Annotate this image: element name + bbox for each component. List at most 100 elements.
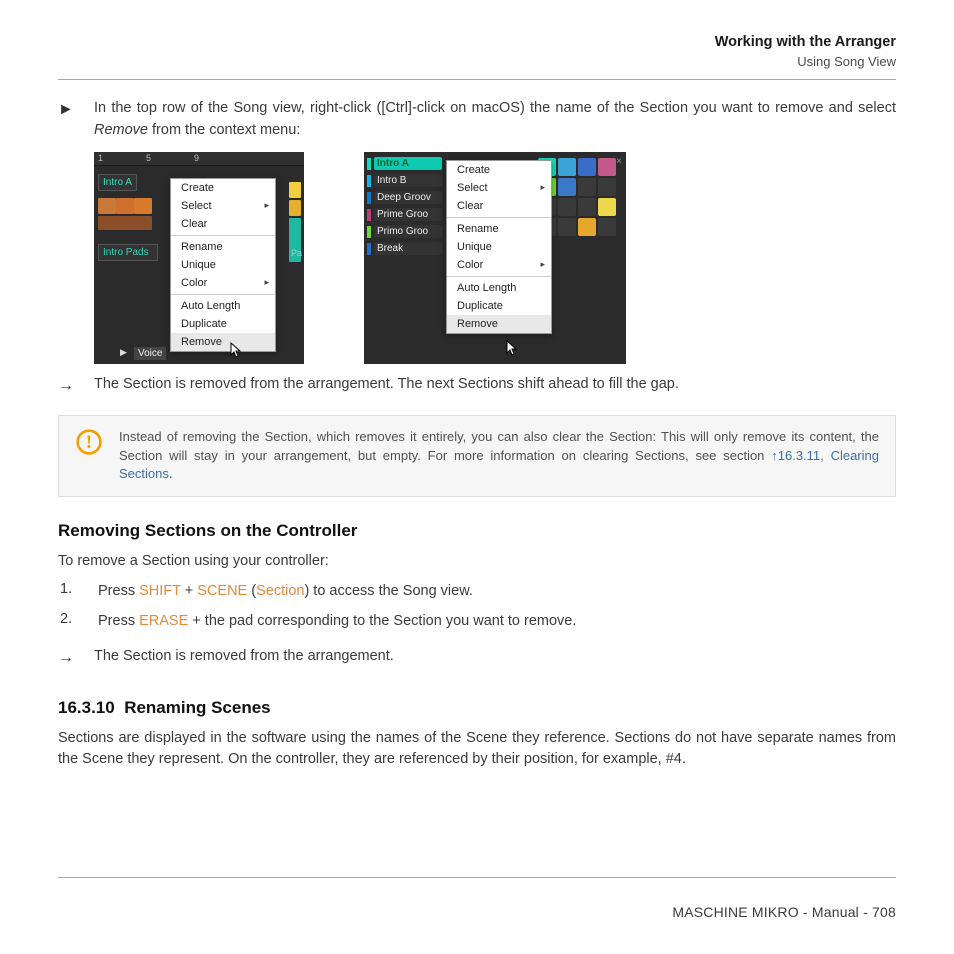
footer-mid: - Manual -	[799, 904, 872, 920]
scene-color-chip	[367, 209, 371, 221]
scene-name: Deep Groov	[374, 191, 442, 204]
step-number: 1.	[60, 581, 74, 603]
scene-row[interactable]: Intro A	[367, 156, 442, 172]
intro-text-a: In the top row of the Song view, right-c…	[94, 100, 896, 116]
svg-text:!: !	[86, 432, 92, 453]
play-indicator-icon: ▶	[120, 347, 127, 358]
ruler-mark: 9	[194, 153, 199, 163]
ordered-steps: 1. Press SHIFT + SCENE (Section) to acce…	[60, 581, 896, 633]
menu-item-color[interactable]: Color	[171, 274, 275, 292]
step-2: 2. Press ERASE + the pad corresponding t…	[60, 611, 896, 633]
pa-label: Pa	[291, 248, 302, 258]
scene-row[interactable]: Primo Groo	[367, 224, 442, 240]
note-text: Instead of removing the Section, which r…	[119, 428, 879, 485]
pad[interactable]	[578, 218, 596, 236]
screenshot-scene-list: × Intro AIntro BDeep GroovPrime GrooPrim…	[364, 152, 626, 364]
scene-color-chip	[367, 243, 371, 255]
result-text-2: The Section is removed from the arrangem…	[94, 646, 896, 669]
pad[interactable]	[578, 198, 596, 216]
scene-row[interactable]: Intro B	[367, 173, 442, 189]
menu-item-auto-length[interactable]: Auto Length	[447, 279, 551, 297]
scene-color-chip	[367, 175, 371, 187]
clip-block	[134, 198, 152, 214]
voice-label: Voice	[134, 347, 166, 360]
intro-text: In the top row of the Song view, right-c…	[94, 98, 896, 142]
cursor-icon	[230, 342, 244, 358]
menu-item-select[interactable]: Select	[447, 179, 551, 197]
step-1-text: Press SHIFT + SCENE (Section) to access …	[98, 581, 896, 603]
scene-row[interactable]: Prime Groo	[367, 207, 442, 223]
header-title: Working with the Arranger	[58, 34, 896, 50]
menu-item-create[interactable]: Create	[171, 179, 275, 197]
menu-item-color[interactable]: Color	[447, 256, 551, 274]
pad[interactable]	[558, 198, 576, 216]
note-text-a: Instead of removing the Section, which r…	[119, 429, 879, 463]
clip-block	[289, 200, 301, 216]
note-box: ! Instead of removing the Section, which…	[58, 415, 896, 498]
pad[interactable]	[598, 218, 616, 236]
ruler-mark: 1	[98, 153, 103, 163]
intro-text-em: Remove	[94, 122, 148, 138]
scene-color-chip	[367, 226, 371, 238]
timeline-ruler: 1 5 9	[94, 152, 304, 166]
note-text-b: .	[169, 466, 173, 481]
footer-product: MASCHINE MIKRO	[672, 904, 798, 920]
section-heading-controller: Removing Sections on the Controller	[58, 521, 896, 541]
step-number: 2.	[60, 611, 74, 633]
menu-item-remove[interactable]: Remove	[447, 315, 551, 333]
menu-item-unique[interactable]: Unique	[447, 238, 551, 256]
track-label-intro-a: Intro A	[98, 174, 137, 191]
menu-item-unique[interactable]: Unique	[171, 256, 275, 274]
menu-item-duplicate[interactable]: Duplicate	[171, 315, 275, 333]
context-menu[interactable]: CreateSelectClear RenameUniqueColor Auto L…	[446, 160, 552, 334]
clip-block	[116, 198, 134, 214]
scene-name: Intro B	[374, 174, 442, 187]
menu-item-create[interactable]: Create	[447, 161, 551, 179]
pad[interactable]	[598, 198, 616, 216]
footer-page: 708	[872, 904, 896, 920]
context-menu[interactable]: CreateSelectClear RenameUniqueColor Auto L…	[170, 178, 276, 352]
screenshot-row: 1 5 9 Intro A Intro Pads Pa ▶ Voice Create…	[94, 152, 896, 364]
menu-item-rename[interactable]: Rename	[171, 238, 275, 256]
menu-item-rename[interactable]: Rename	[447, 220, 551, 238]
pad[interactable]	[598, 178, 616, 196]
intro-text-b: from the context menu:	[148, 122, 300, 138]
scene-list: Intro A Intro B Deep Groov Prime Groo Primo …	[367, 156, 442, 258]
step-1: 1. Press SHIFT + SCENE (Section) to acce…	[60, 581, 896, 603]
menu-item-auto-length[interactable]: Auto Length	[171, 297, 275, 315]
scene-row[interactable]: Break	[367, 241, 442, 257]
page-header: Working with the Arranger Using Song Vie…	[58, 34, 896, 69]
scene-color-chip	[367, 158, 371, 170]
menu-item-clear[interactable]: Clear	[171, 215, 275, 233]
section-heading-renaming: 16.3.10 Renaming Scenes	[58, 698, 896, 718]
alert-icon: !	[75, 428, 103, 456]
scene-name: Intro A	[374, 157, 442, 170]
key-section: Section	[256, 583, 304, 599]
screenshot-song-view: 1 5 9 Intro A Intro Pads Pa ▶ Voice Create…	[94, 152, 304, 364]
track-label-intro-pads: Intro Pads	[98, 244, 158, 261]
key-erase: ERASE	[139, 613, 188, 629]
menu-item-remove[interactable]: Remove	[171, 333, 275, 351]
key-shift: SHIFT	[139, 583, 181, 599]
pad[interactable]	[558, 218, 576, 236]
pad[interactable]	[598, 158, 616, 176]
menu-item-duplicate[interactable]: Duplicate	[447, 297, 551, 315]
arrow-right-icon: →	[58, 374, 76, 397]
section-title: Renaming Scenes	[124, 698, 270, 717]
pad[interactable]	[578, 158, 596, 176]
scene-color-chip	[367, 192, 371, 204]
ruler-mark: 5	[146, 153, 151, 163]
pad[interactable]	[558, 158, 576, 176]
clip-block	[98, 198, 116, 214]
step-2-text: Press ERASE + the pad corresponding to t…	[98, 611, 896, 633]
arrow-right-icon: →	[58, 646, 76, 669]
menu-item-clear[interactable]: Clear	[447, 197, 551, 215]
scene-name: Break	[374, 242, 442, 255]
scene-name: Prime Groo	[374, 208, 442, 221]
menu-item-select[interactable]: Select	[171, 197, 275, 215]
pad[interactable]	[558, 178, 576, 196]
section-3-body: Sections are displayed in the software u…	[58, 728, 896, 772]
pad[interactable]	[578, 178, 596, 196]
scene-row[interactable]: Deep Groov	[367, 190, 442, 206]
cursor-icon	[506, 340, 520, 356]
